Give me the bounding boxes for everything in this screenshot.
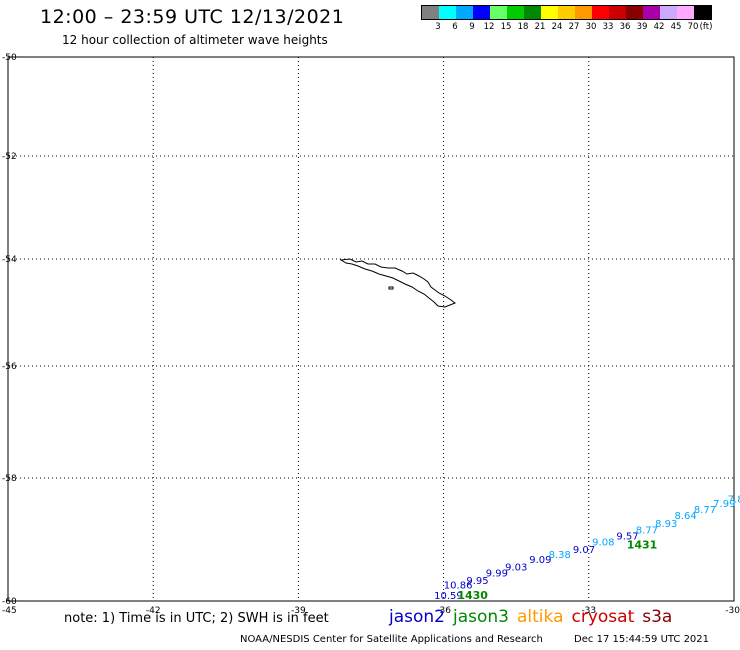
lat-tick-label: -60 xyxy=(2,597,17,607)
lon-tick-label: -39 xyxy=(291,606,306,616)
wave-height-reading: 7.88 xyxy=(728,495,740,506)
altimeter-map: -50 -52 -54 -56 -58 -60-45 -42 -39 -36 -33 -30 10.… xyxy=(2,53,740,616)
legend-swatch xyxy=(507,6,524,19)
wave-height-reading: 9.09 xyxy=(529,555,551,566)
legend-swatch xyxy=(541,6,558,19)
wave-height-reading: 9.07 xyxy=(573,545,595,556)
legend-swatch xyxy=(677,6,694,19)
legend-label: 42 xyxy=(653,22,665,32)
lon-tick-label: -42 xyxy=(146,606,161,616)
lat-tick-label: -52 xyxy=(2,152,17,162)
wave-height-reading: 7.99 xyxy=(713,499,735,510)
legend-swatch xyxy=(592,6,609,19)
lat-tick-label: -50 xyxy=(2,53,17,63)
credit-text: NOAA/NESDIS Center for Satellite Applica… xyxy=(240,634,543,645)
legend-swatches xyxy=(421,5,712,20)
lat-tick-label: -56 xyxy=(2,362,17,372)
lon-tick-label: -36 xyxy=(436,606,451,616)
legend-swatch xyxy=(609,6,626,19)
lat-tick-label: -58 xyxy=(2,474,17,484)
legend-swatch xyxy=(439,6,456,19)
map-footer: NOAA/NESDIS Center for Satellite Applica… xyxy=(240,634,709,645)
satellite-name: jason2 xyxy=(389,607,445,627)
lat-tick-label: -54 xyxy=(2,255,17,265)
legend-label: 3 xyxy=(435,22,441,32)
legend-label: 12 xyxy=(483,22,495,32)
map-subtitle: 12 hour collection of altimeter wave hei… xyxy=(62,33,328,47)
wave-height-reading: 9.99 xyxy=(486,568,508,579)
map-gridlines xyxy=(8,57,734,601)
wave-height-reading: 8.93 xyxy=(655,519,677,530)
wave-height-reading: 8.38 xyxy=(549,550,571,561)
lon-tick-label: -33 xyxy=(581,606,596,616)
generated-timestamp: Dec 17 15:44:59 UTC 2021 xyxy=(574,634,710,645)
lon-tick-label: -45 xyxy=(2,606,17,616)
island-islet xyxy=(388,286,394,290)
legend-label: 30 xyxy=(585,22,597,32)
legend-unit: (ft) xyxy=(699,22,713,32)
legend-label: 27 xyxy=(568,22,580,32)
legend-label: 39 xyxy=(636,22,648,32)
satellite-name: cryosat xyxy=(571,607,635,627)
legend-label: 36 xyxy=(619,22,631,32)
legend-swatch xyxy=(694,6,711,19)
legend-swatch xyxy=(524,6,541,19)
legend-label: 9 xyxy=(469,22,475,32)
wave-height-reading: 8.77 xyxy=(636,525,658,536)
island-coastline xyxy=(339,258,457,308)
legend-label: 24 xyxy=(551,22,563,32)
wave-height-legend: 3 6 9 12 15 18 21 24 27 30 33 36 39 42 45 70 (ft) xyxy=(421,5,712,34)
legend-swatch xyxy=(660,6,677,19)
legend-label: 45 xyxy=(670,22,682,32)
satellite-name: s3a xyxy=(642,607,673,627)
wave-height-reading: 10.86 xyxy=(444,581,473,592)
legend-swatch xyxy=(575,6,592,19)
axis-tick-labels: -50 -52 -54 -56 -58 -60-45 -42 -39 -36 -33 -30 xyxy=(2,53,740,616)
legend-label: 18 xyxy=(517,22,529,32)
lon-tick-label: -30 xyxy=(725,606,740,616)
wave-height-reading: 10.59 xyxy=(434,591,463,602)
legend-swatch xyxy=(558,6,575,19)
satellite-name: altika xyxy=(517,607,564,627)
legend-swatch xyxy=(473,6,490,19)
legend-label: 15 xyxy=(500,22,512,32)
legend-label: 21 xyxy=(534,22,546,32)
legend-swatch xyxy=(456,6,473,19)
wave-height-reading: 8.64 xyxy=(674,511,696,522)
legend-swatch xyxy=(490,6,507,19)
pass-time-label: 1431 xyxy=(627,539,658,552)
legend-swatch xyxy=(422,6,439,19)
satellite-key: jason2 jason3 altika cryosat s3a xyxy=(389,607,680,627)
map-title: 12:00 – 23:59 UTC 12/13/2021 xyxy=(40,6,345,28)
legend-label: 33 xyxy=(602,22,614,32)
wave-height-reading: 9.57 xyxy=(616,532,638,543)
south-georgia-island xyxy=(339,258,457,308)
wave-height-reading: 9.95 xyxy=(466,576,488,587)
wave-height-reading: 9.08 xyxy=(592,538,614,549)
legend-label: 70 xyxy=(687,22,699,32)
legend-swatch xyxy=(643,6,660,19)
legend-labels: 3 6 9 12 15 18 21 24 27 30 33 36 39 42 45 70 (ft) xyxy=(421,22,712,34)
wave-height-reading: 8.77 xyxy=(694,505,716,516)
wave-height-reading: 9.03 xyxy=(505,562,527,573)
legend-label: 6 xyxy=(452,22,458,32)
legend-swatch xyxy=(626,6,643,19)
pass-time-label: 1430 xyxy=(457,589,488,602)
satellite-name: jason3 xyxy=(453,607,509,627)
map-note: note: 1) Time is in UTC; 2) SWH is in fe… xyxy=(64,611,329,626)
map-frame xyxy=(7,56,735,602)
